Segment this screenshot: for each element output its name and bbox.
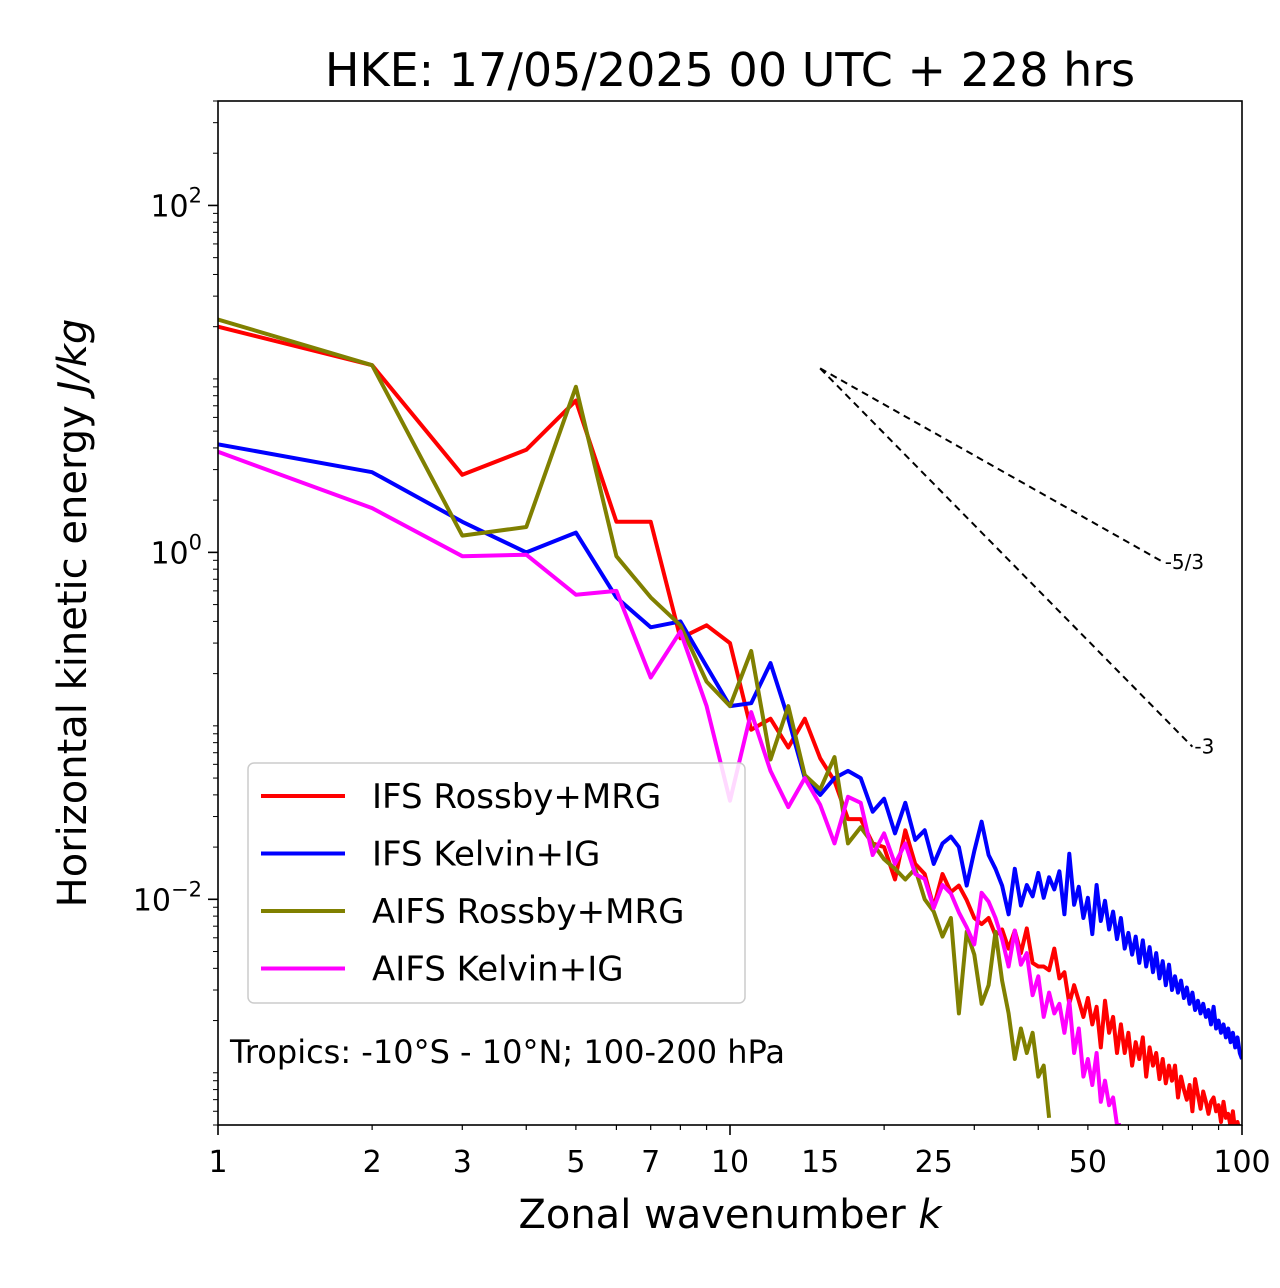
series-line (218, 317, 1052, 1119)
x-tick-label: 2 (363, 1145, 382, 1180)
reference-slope-line (819, 367, 1164, 563)
x-tick-label: 5 (566, 1145, 585, 1180)
x-tick-label: 25 (915, 1145, 953, 1180)
x-axis-ticks: 1 2 3 5 7 10 15 25 50 100 (208, 1125, 1271, 1180)
reference-slopes: -5/3 -3 (819, 367, 1214, 759)
series-line (218, 449, 1121, 1125)
x-tick-label: 7 (641, 1145, 660, 1180)
x-tick-label: 10 (711, 1145, 749, 1180)
y-tick-label: 10−2 (133, 877, 202, 918)
y-axis-ticks: 10−2 100 102 (133, 100, 218, 1126)
legend-label: AIFS Kelvin+IG (372, 950, 624, 990)
plot-frame (217, 100, 1243, 1126)
series-layer (218, 317, 1242, 1125)
legend-box (247, 762, 746, 1004)
x-tick-label: 50 (1069, 1145, 1107, 1180)
reference-slope-label: -5/3 (1165, 550, 1204, 574)
series-line (218, 324, 1241, 1125)
legend: IFS Rossby+MRG IFS Kelvin+IG AIFS Rossby+M… (247, 762, 746, 1004)
series-line (218, 442, 1242, 1060)
region-annotation: Tropics: -10°S - 10°N; 100-200 hPa (229, 1033, 785, 1071)
legend-label: IFS Kelvin+IG (372, 835, 600, 875)
x-tick-label: 1 (208, 1145, 227, 1180)
y-axis-label: Horizontal kinetic energy J/kg (50, 319, 96, 908)
reference-slope-line (819, 367, 1194, 748)
y-tick-label: 102 (150, 183, 202, 224)
x-tick-label: 100 (1213, 1145, 1270, 1180)
x-tick-label: 3 (453, 1145, 472, 1180)
x-axis-label: Zonal wavenumber k (518, 1192, 943, 1238)
x-tick-label: 15 (801, 1145, 839, 1180)
chart-title: HKE: 17/05/2025 00 UTC + 228 hrs (325, 43, 1135, 97)
y-tick-label: 100 (150, 530, 202, 571)
legend-label: AIFS Rossby+MRG (372, 892, 684, 932)
reference-slope-label: -3 (1194, 735, 1214, 759)
legend-label: IFS Rossby+MRG (372, 777, 661, 817)
